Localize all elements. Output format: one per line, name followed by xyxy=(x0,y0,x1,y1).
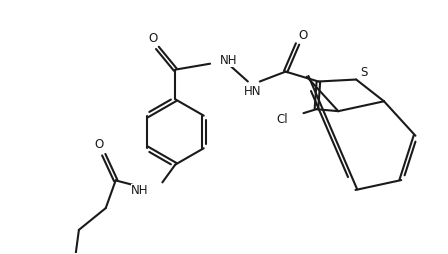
Text: NH: NH xyxy=(131,184,148,197)
Text: HN: HN xyxy=(244,85,261,98)
Text: NH: NH xyxy=(220,54,237,67)
Text: O: O xyxy=(94,138,103,151)
Text: O: O xyxy=(149,33,158,45)
Text: Cl: Cl xyxy=(276,113,288,125)
Text: O: O xyxy=(298,28,307,41)
Text: S: S xyxy=(361,66,368,79)
